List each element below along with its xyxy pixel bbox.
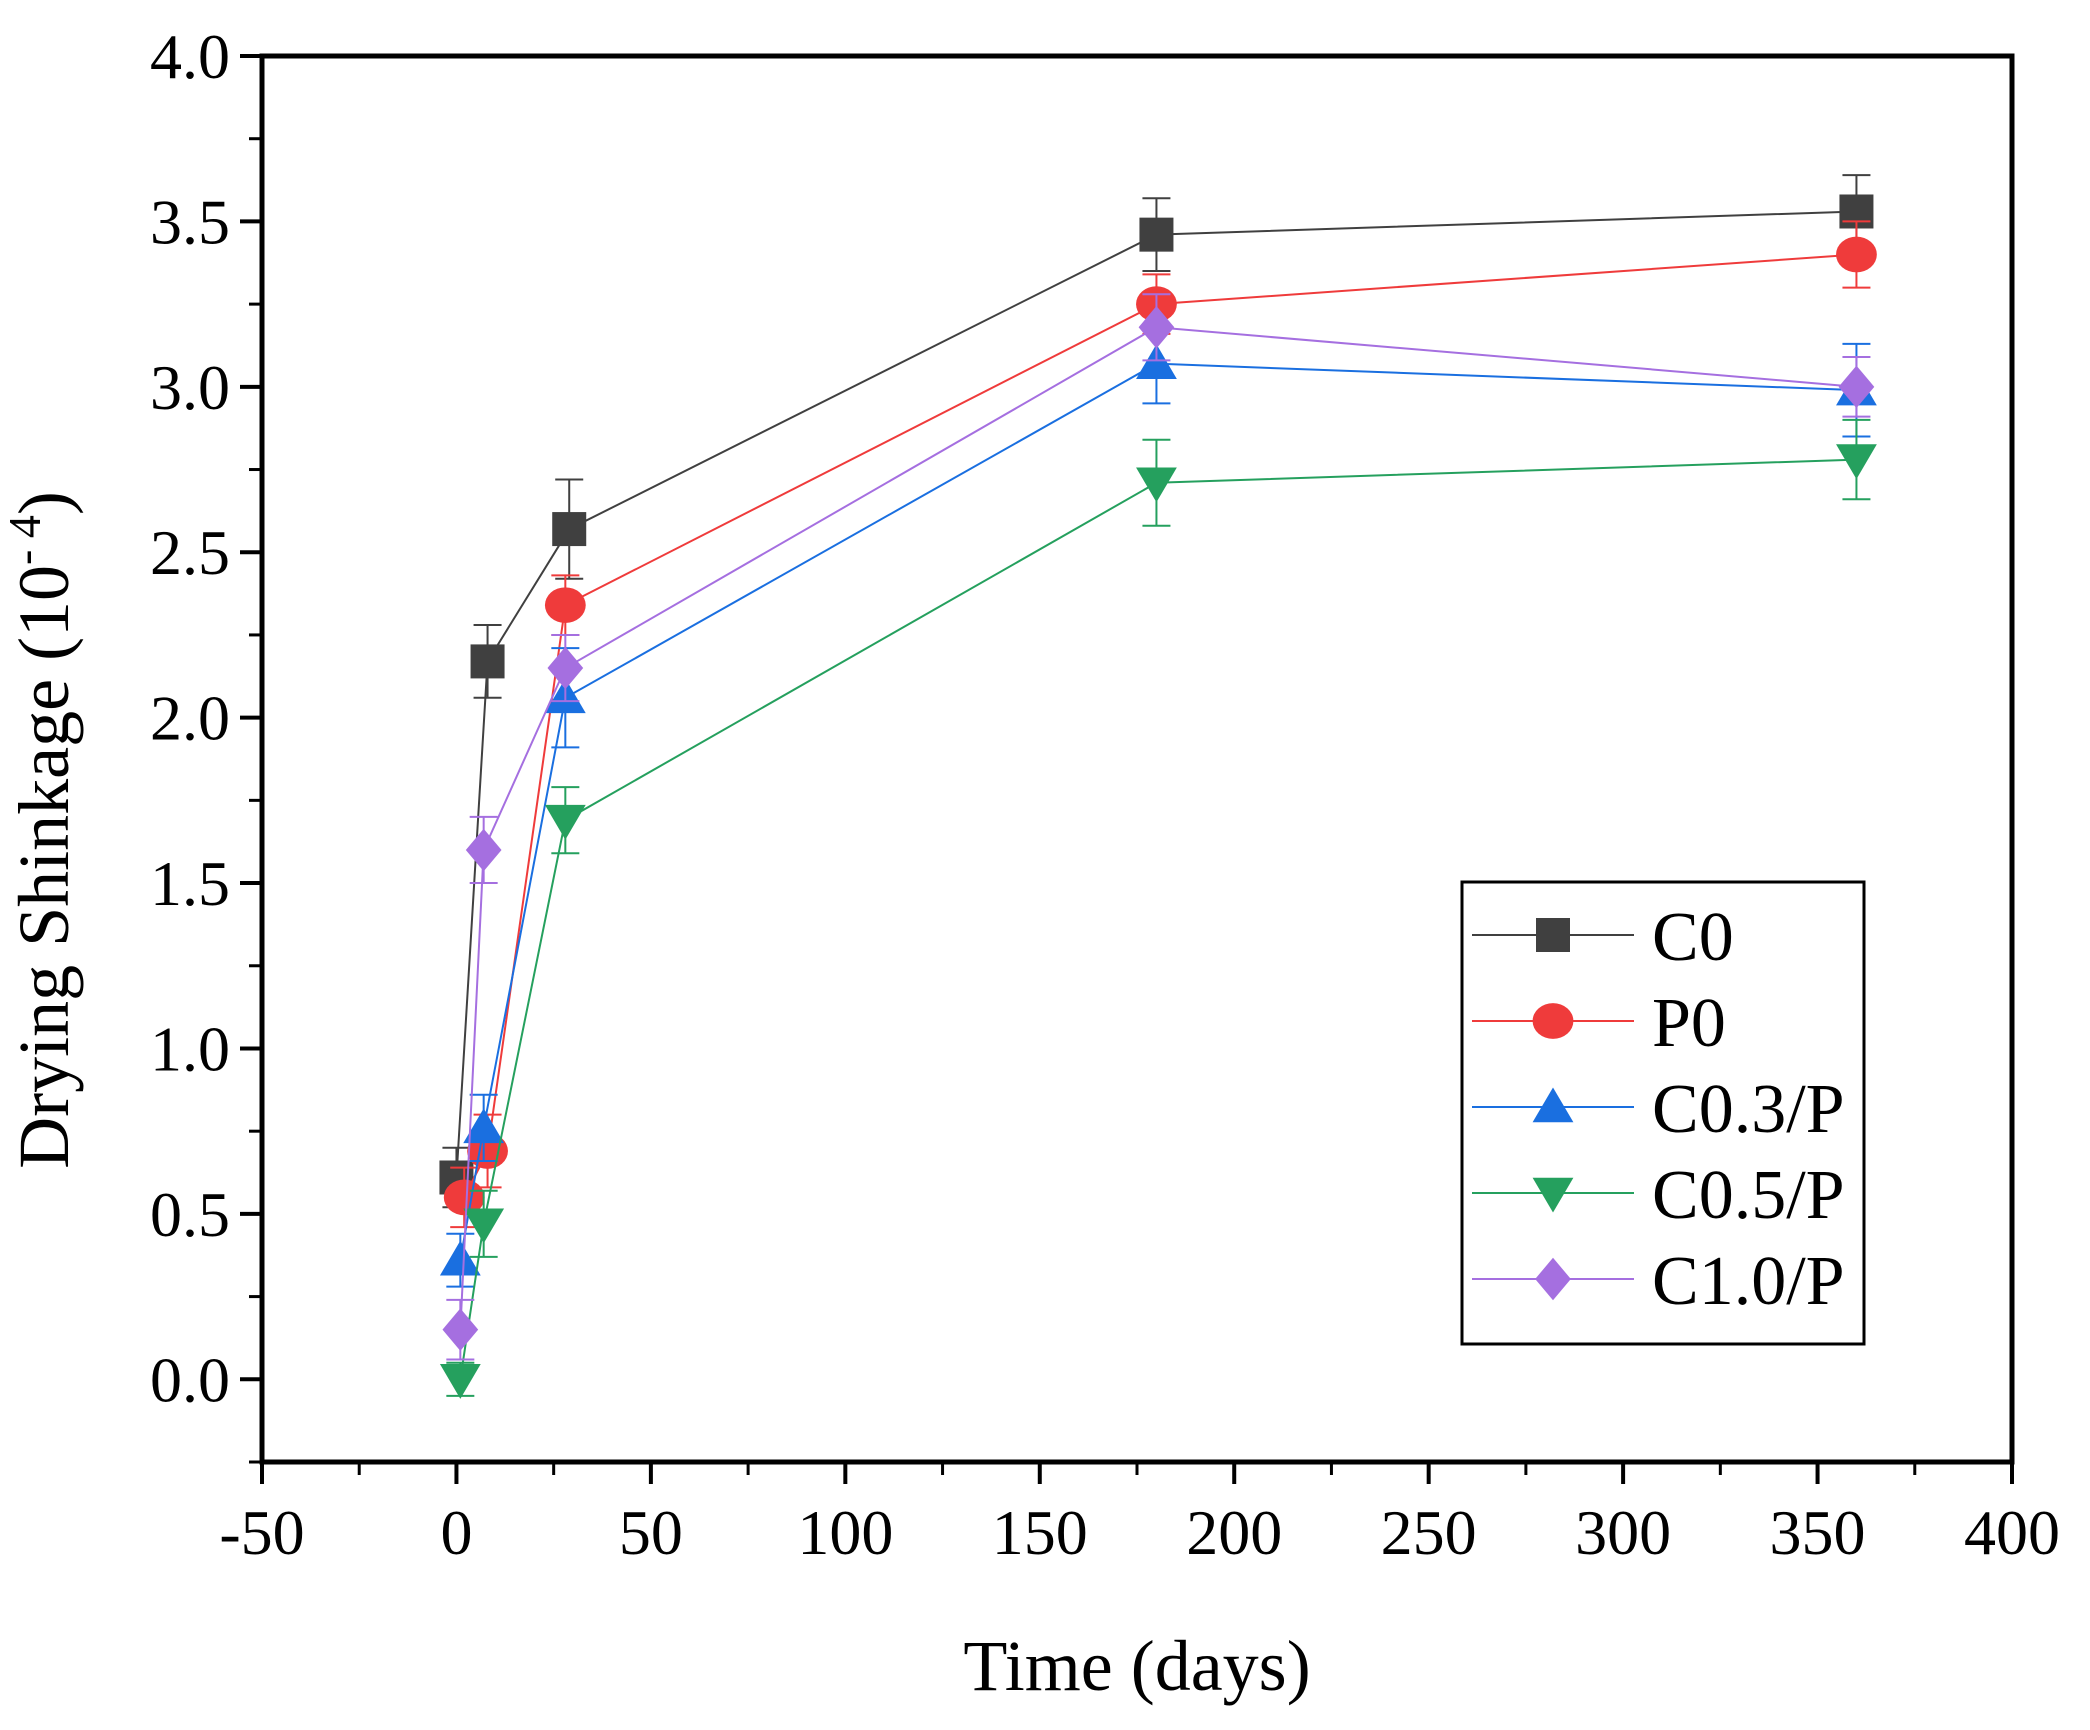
x-tick-label: 0 <box>440 1497 472 1568</box>
x-tick-label: 100 <box>797 1497 893 1568</box>
x-tick-label: 150 <box>992 1497 1088 1568</box>
data-point <box>1138 306 1175 349</box>
data-point <box>552 512 587 547</box>
y-tick-label: 1.0 <box>150 1013 230 1084</box>
y-tick-label: 3.0 <box>150 352 230 423</box>
data-point <box>1836 236 1877 273</box>
data-point <box>463 1108 505 1144</box>
data-point <box>547 646 584 690</box>
legend-marker <box>1532 1003 1574 1039</box>
data-point <box>470 644 505 679</box>
legend-box <box>1460 880 1866 1346</box>
data-point <box>1139 217 1174 252</box>
data-point <box>439 1240 481 1276</box>
data-point <box>1136 467 1177 503</box>
legend-marker <box>1536 918 1570 952</box>
data-point <box>1136 344 1177 379</box>
x-tick-label: 200 <box>1186 1497 1282 1568</box>
y-axis-title-main: Drying Shinkage (10 <box>4 565 84 1169</box>
y-axis-title-exponent: - 4 <box>0 515 50 565</box>
data-point <box>442 1308 479 1351</box>
x-tick-label: -50 <box>219 1497 304 1568</box>
y-tick-label: 0.0 <box>150 1344 230 1415</box>
legend-label: P0 <box>1652 985 1726 1062</box>
data-point <box>1836 444 1877 480</box>
y-tick-label: 3.5 <box>150 186 230 257</box>
legend-item-C0.3/P: C0.3/P <box>1472 1071 1845 1148</box>
legend-item-C1.0/P: C1.0/P <box>1472 1243 1845 1320</box>
legend-label: C0.3/P <box>1652 1071 1845 1148</box>
legend-marker <box>1532 1087 1574 1123</box>
x-tick-label: 250 <box>1381 1497 1477 1568</box>
x-tick-label: 400 <box>1964 1497 2060 1568</box>
y-tick-label: 1.5 <box>150 848 230 919</box>
legend-marker <box>1535 1257 1571 1301</box>
legend-label: C1.0/P <box>1652 1243 1845 1320</box>
y-tick-label: 0.5 <box>150 1179 230 1250</box>
data-point <box>463 1208 505 1244</box>
data-point <box>465 828 502 872</box>
series-C1.0/P <box>442 293 1875 1361</box>
y-tick-label: 4.0 <box>150 21 230 92</box>
legend-item-C0.5/P: C0.5/P <box>1472 1157 1845 1234</box>
x-axis-title: Time (days) <box>963 1626 1310 1706</box>
legend: C0 P0 C0.3/P C0.5/P C1.0/P <box>1460 880 1866 1346</box>
legend-marker <box>1532 1177 1574 1213</box>
y-tick-label: 2.0 <box>150 683 230 754</box>
legend-label: C0 <box>1652 899 1734 976</box>
x-tick-label: 300 <box>1575 1497 1671 1568</box>
series-C0.3/P <box>439 322 1877 1288</box>
data-point <box>544 587 586 624</box>
legend-item-P0: P0 <box>1472 985 1726 1062</box>
data-point <box>1838 365 1875 409</box>
data-point <box>439 1363 481 1399</box>
legend-item-C0: C0 <box>1472 899 1734 976</box>
x-tick-label: 350 <box>1770 1497 1866 1568</box>
x-tick-label: 50 <box>619 1497 683 1568</box>
y-axis-title-close: ) <box>4 491 84 515</box>
series-C0 <box>439 174 1874 1209</box>
y-tick-label: 2.5 <box>150 517 230 588</box>
y-axis-title: Drying Shinkage (10- 4) <box>0 491 84 1169</box>
data-point <box>544 804 586 840</box>
series-C0.5/P <box>439 418 1877 1399</box>
legend-label: C0.5/P <box>1652 1157 1845 1234</box>
